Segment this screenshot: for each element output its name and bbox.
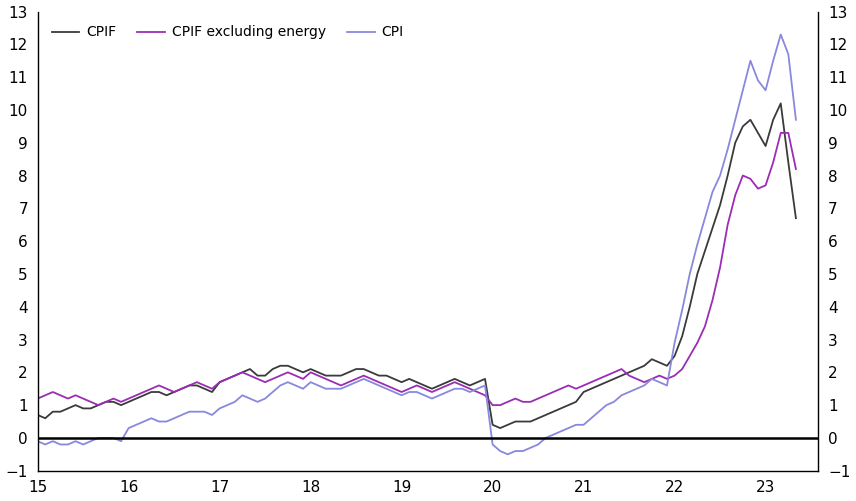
CPIF [33, 412, 43, 418]
CPI [502, 451, 513, 457]
CPIF excluding energy [776, 130, 786, 136]
CPI [571, 422, 581, 428]
CPIF [381, 373, 391, 379]
CPIF excluding energy [389, 386, 399, 392]
CPIF [222, 376, 232, 382]
CPIF excluding energy [229, 373, 240, 379]
CPIF [86, 405, 96, 411]
Line: CPIF: CPIF [38, 103, 796, 428]
CPI [86, 438, 96, 444]
CPI [776, 32, 786, 38]
CPI [222, 402, 232, 408]
CPI [381, 386, 391, 392]
CPI [487, 441, 497, 447]
CPIF [609, 376, 619, 382]
CPIF excluding energy [791, 166, 801, 172]
Line: CPIF excluding energy: CPIF excluding energy [38, 133, 796, 405]
CPIF [776, 100, 786, 106]
CPIF excluding energy [571, 386, 581, 392]
CPIF excluding energy [33, 396, 43, 402]
CPIF [791, 215, 801, 221]
CPIF excluding energy [495, 402, 505, 408]
CPIF [571, 399, 581, 405]
CPI [33, 438, 43, 444]
CPI [791, 117, 801, 123]
Line: CPI: CPI [38, 35, 796, 454]
Legend: CPIF, CPIF excluding energy, CPI: CPIF, CPIF excluding energy, CPI [45, 19, 411, 47]
CPIF excluding energy [86, 399, 96, 405]
CPIF [495, 425, 505, 431]
CPI [609, 399, 619, 405]
CPIF [487, 422, 497, 428]
CPIF excluding energy [93, 402, 104, 408]
CPIF excluding energy [609, 369, 619, 375]
